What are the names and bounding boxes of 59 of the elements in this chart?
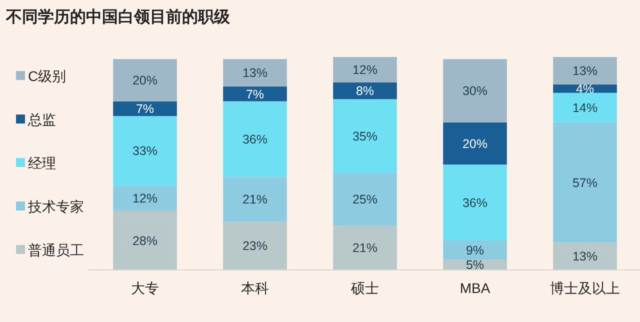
legend-label: 经理 bbox=[28, 154, 56, 171]
data-label: 13% bbox=[572, 250, 598, 264]
data-label: 5% bbox=[466, 258, 484, 272]
data-label: 20% bbox=[132, 74, 158, 88]
legend-label: C级别 bbox=[28, 68, 66, 84]
data-label: 36% bbox=[462, 196, 488, 210]
bar bbox=[113, 101, 177, 116]
bar bbox=[443, 59, 507, 122]
data-label: 12% bbox=[132, 192, 158, 206]
chart-title: 不同学历的中国白领目前的职级 bbox=[5, 8, 231, 26]
data-label: 14% bbox=[572, 100, 598, 115]
data-label: 8% bbox=[356, 84, 374, 98]
x-tick-label: 博士及以上 bbox=[550, 280, 620, 296]
bar bbox=[223, 101, 287, 178]
bar bbox=[113, 210, 177, 270]
data-label: 9% bbox=[466, 243, 484, 258]
data-label: 35% bbox=[352, 129, 378, 144]
data-label: 30% bbox=[462, 84, 488, 98]
bar bbox=[113, 116, 177, 186]
bar bbox=[333, 57, 397, 82]
x-tick-label: MBA bbox=[460, 280, 491, 296]
x-tick-label: 硕士 bbox=[350, 280, 379, 296]
data-label: 7% bbox=[246, 87, 264, 102]
data-label: 23% bbox=[242, 239, 268, 254]
bar bbox=[443, 164, 507, 240]
x-tick-label: 本科 bbox=[241, 280, 269, 296]
bar bbox=[553, 122, 617, 243]
data-label: 7% bbox=[136, 102, 154, 116]
data-label: 36% bbox=[242, 132, 268, 147]
data-label: 57% bbox=[572, 176, 598, 190]
data-label: 25% bbox=[352, 192, 378, 207]
bar bbox=[553, 242, 617, 270]
bar bbox=[443, 122, 507, 165]
bar bbox=[553, 57, 617, 84]
legend-label: 技术专家 bbox=[27, 198, 84, 214]
data-label: 33% bbox=[132, 144, 158, 158]
bar bbox=[113, 59, 177, 102]
data-label: 4% bbox=[576, 82, 594, 96]
data-label: 21% bbox=[352, 241, 378, 256]
bar bbox=[333, 82, 397, 100]
bar bbox=[333, 226, 397, 270]
data-label: 12% bbox=[352, 63, 378, 78]
data-label: 20% bbox=[462, 136, 488, 151]
bar bbox=[223, 177, 287, 222]
bar bbox=[223, 221, 287, 270]
legend-label: 总监 bbox=[27, 111, 56, 128]
bar bbox=[333, 99, 397, 173]
data-label: 13% bbox=[242, 66, 268, 80]
x-tick-label: 大专 bbox=[131, 280, 159, 296]
data-label: 28% bbox=[132, 234, 158, 248]
legend-label: 普通员工 bbox=[28, 242, 84, 258]
bar bbox=[223, 86, 287, 102]
data-label: 13% bbox=[572, 64, 598, 78]
data-label: 21% bbox=[242, 192, 268, 207]
bar bbox=[333, 172, 397, 226]
bar bbox=[113, 186, 177, 211]
bar bbox=[553, 92, 617, 122]
bar bbox=[223, 59, 287, 87]
bar bbox=[443, 240, 507, 260]
